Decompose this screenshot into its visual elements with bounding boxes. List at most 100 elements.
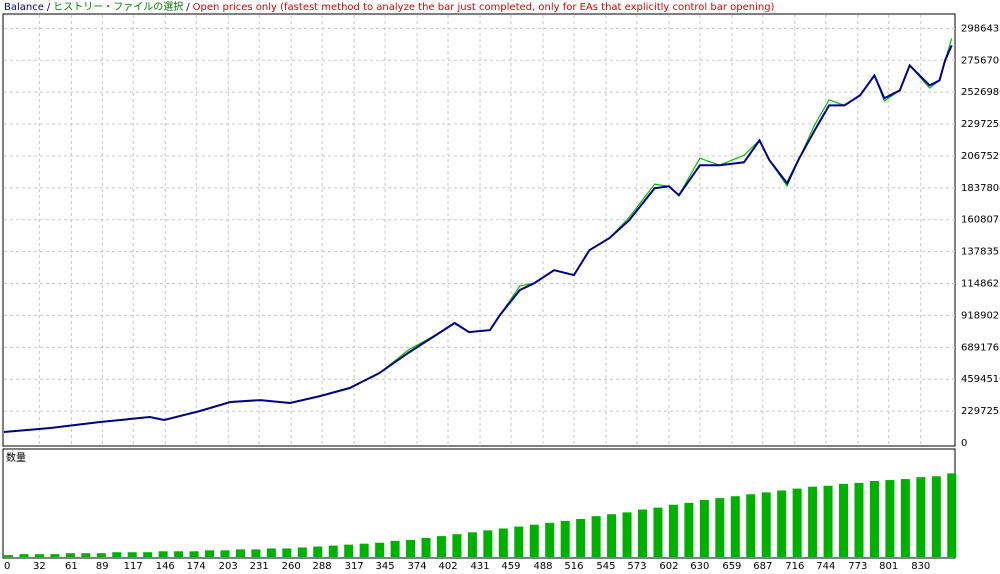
volume-bar xyxy=(498,528,508,557)
volume-bar xyxy=(127,552,137,557)
title-part: / xyxy=(47,2,51,13)
volume-bar xyxy=(112,552,122,557)
volume-bar xyxy=(900,479,910,557)
volume-bar xyxy=(545,522,555,557)
x-tick-label: 402 xyxy=(438,561,457,572)
main-frame xyxy=(2,13,956,447)
volume-bar xyxy=(467,532,477,557)
x-tick-label: 516 xyxy=(564,561,583,572)
x-tick-label: 431 xyxy=(471,561,490,572)
volume-bar xyxy=(653,507,663,557)
x-tick-label: 573 xyxy=(627,561,646,572)
volume-bar xyxy=(869,481,879,557)
volume-bar xyxy=(777,490,787,557)
volume-bar xyxy=(313,546,323,557)
volume-bar xyxy=(560,520,570,557)
x-tick-label: 687 xyxy=(753,561,772,572)
volume-bar xyxy=(19,554,29,557)
y-tick-label: 22972551 xyxy=(961,119,1000,130)
volume-bar xyxy=(34,554,44,557)
volume-bar xyxy=(390,540,400,557)
legend-entry: Balance xyxy=(4,2,44,13)
x-tick-label: 659 xyxy=(722,561,741,572)
volume-bar xyxy=(328,545,338,557)
series-line xyxy=(3,44,953,433)
volume-bar xyxy=(839,483,849,557)
x-tick-label: 288 xyxy=(313,561,332,572)
y-tick-label: 0 xyxy=(961,438,967,449)
x-tick-label: 231 xyxy=(250,561,269,572)
volume-bar xyxy=(235,549,245,557)
x-tick-label: 545 xyxy=(596,561,615,572)
x-tick-label: 89 xyxy=(96,561,109,572)
volume-bar xyxy=(746,494,756,557)
volume-bar xyxy=(638,509,647,557)
volume-bar xyxy=(4,555,13,557)
volume-bar xyxy=(931,476,941,557)
volume-bar xyxy=(730,496,740,557)
x-tick-label: 602 xyxy=(659,561,678,572)
volume-bar xyxy=(375,542,385,557)
x-tick-label: 317 xyxy=(345,561,364,572)
volume-bar xyxy=(483,530,493,557)
volume-bar xyxy=(514,526,524,557)
volume-bar xyxy=(282,548,292,557)
volume-bar xyxy=(96,553,106,557)
volume-bar xyxy=(854,482,864,557)
volume-bar xyxy=(452,534,462,557)
x-tick-label: 146 xyxy=(156,561,175,572)
x-tick-label: 174 xyxy=(187,561,206,572)
x-tick-label: 744 xyxy=(816,561,835,572)
y-tick-label: 20675296 xyxy=(961,151,1000,162)
x-tick-label: 630 xyxy=(690,561,709,572)
chart-title: Balance / ヒストリー・ファイルの選択 / Open prices only (… xyxy=(4,0,775,13)
y-tick-label: 18378041 xyxy=(961,183,1000,194)
volume-bar xyxy=(529,524,539,557)
volume-bar xyxy=(251,549,261,557)
x-tick-label: 801 xyxy=(879,561,898,572)
volume-bar xyxy=(576,519,586,557)
volume-bar xyxy=(823,485,833,557)
volume-bar xyxy=(50,554,60,557)
volume-bar xyxy=(607,514,617,557)
volume-bar xyxy=(174,551,184,557)
volume-bar xyxy=(359,543,369,557)
x-tick-label: 203 xyxy=(219,561,238,572)
x-tick-label: 260 xyxy=(282,561,301,572)
volume-bar xyxy=(344,544,354,557)
y-tick-label: 16080786 xyxy=(961,215,1000,226)
volume-bar xyxy=(189,551,199,557)
volume-bar xyxy=(761,492,771,557)
title-part: ヒストリー・ファイルの選択 xyxy=(53,0,183,13)
volume-bar xyxy=(297,547,307,557)
volume-bar xyxy=(668,504,678,557)
x-tick-label: 773 xyxy=(848,561,867,572)
volume-bar xyxy=(699,500,709,557)
y-tick-label: 2297255 xyxy=(961,406,1000,417)
x-tick-label: 61 xyxy=(65,561,78,572)
y-tick-label: 13783531 xyxy=(961,247,1000,258)
y-tick-label: 6891765 xyxy=(961,342,1000,353)
x-tick-label: 0 xyxy=(4,561,10,572)
x-tick-label: 716 xyxy=(785,561,804,572)
x-tick-label: 345 xyxy=(376,561,395,572)
title-part: / xyxy=(186,2,190,13)
series-line xyxy=(3,38,953,433)
volume-bar xyxy=(947,473,957,557)
volume-bar xyxy=(81,553,91,557)
volume-bar xyxy=(220,550,230,557)
y-tick-label: 4594510 xyxy=(961,374,1000,385)
title-part: Open prices only (fastest method to anal… xyxy=(193,2,775,13)
volume-bar xyxy=(158,551,168,557)
x-tick-label: 117 xyxy=(124,561,143,572)
x-tick-label: 32 xyxy=(33,561,46,572)
y-tick-label: 27567062 xyxy=(961,55,1000,66)
volume-bar xyxy=(808,486,818,557)
volume-bar xyxy=(65,553,75,557)
y-tick-label: 25269807 xyxy=(961,87,1000,98)
x-tick-label: 459 xyxy=(501,561,520,572)
volume-bar xyxy=(715,498,725,557)
y-tick-label: 29864317 xyxy=(961,23,1000,34)
